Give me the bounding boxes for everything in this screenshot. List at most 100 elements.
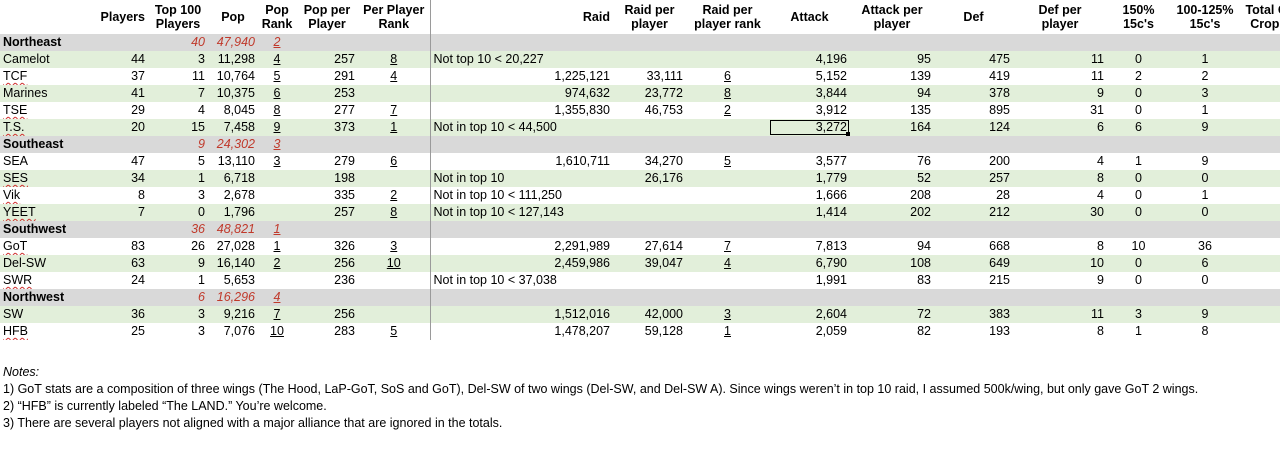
players-cell[interactable]: 44 <box>92 51 148 68</box>
per-player-rank-cell[interactable]: 4 <box>358 68 431 85</box>
c100-cell[interactable]: 9 <box>1170 119 1240 136</box>
raid-per-player-rank-cell[interactable] <box>686 187 769 204</box>
pop-cell[interactable]: 9,216 <box>208 306 258 323</box>
total-good-cell[interactable]: 1 <box>1240 51 1280 68</box>
pop-rank-cell[interactable]: 7 <box>258 306 296 323</box>
region-empty-cell[interactable] <box>769 136 850 153</box>
pop-rank-cell[interactable]: 10 <box>270 324 284 338</box>
pop-rank-cell[interactable] <box>258 187 296 204</box>
c150-cell[interactable]: 0 <box>1107 204 1170 221</box>
pop-rank-cell[interactable] <box>258 272 296 289</box>
attack-cell[interactable]: 3,577 <box>815 154 847 168</box>
players-cell[interactable]: 83 <box>131 239 145 253</box>
attack-cell[interactable]: 1,666 <box>815 188 847 202</box>
raid-cell[interactable]: 1,512,016 <box>430 306 613 323</box>
region-empty-cell[interactable] <box>430 34 613 51</box>
players-cell[interactable]: 63 <box>92 255 148 272</box>
attack-cell[interactable]: 1,779 <box>769 170 850 187</box>
pop-rank-cell[interactable]: 5 <box>273 69 281 83</box>
header-raid-per-player[interactable]: Raid per player <box>613 0 686 34</box>
c100-cell[interactable]: 1 <box>1201 188 1209 202</box>
raid-per-player-cell[interactable] <box>613 187 686 204</box>
region-total-good-cell[interactable]: 24 <box>1240 34 1280 51</box>
total-good-cell[interactable]: 0 <box>1240 170 1280 187</box>
c150-cell[interactable]: 2 <box>1135 69 1142 83</box>
c100-cell[interactable]: 9 <box>1170 306 1240 323</box>
region-pop-cell[interactable]: 16,296 <box>208 289 258 306</box>
raid-per-player-cell[interactable]: 27,614 <box>644 239 683 253</box>
raid-per-player-rank-cell[interactable]: 7 <box>724 239 731 253</box>
pop-per-player-cell[interactable]: 279 <box>334 154 355 168</box>
header-pop-rank[interactable]: Pop Rank <box>258 0 296 34</box>
players-cell[interactable]: 7 <box>92 204 148 221</box>
attack-per-player-cell[interactable]: 95 <box>850 51 934 68</box>
c150-cell[interactable]: 10 <box>1131 239 1146 253</box>
raid-per-player-rank-cell[interactable]: 6 <box>724 69 731 83</box>
c150-cell[interactable]: 0 <box>1107 51 1170 68</box>
def-per-player-cell[interactable]: 8 <box>1097 239 1104 253</box>
raid-per-player-cell[interactable] <box>613 204 686 221</box>
c150-cell[interactable]: 0 <box>1107 85 1170 102</box>
top100-cell[interactable]: 9 <box>148 255 208 272</box>
attack-cell[interactable]: 1,414 <box>769 204 850 221</box>
region-empty-cell[interactable] <box>1170 289 1240 306</box>
attack-per-player-cell[interactable]: 83 <box>917 273 931 287</box>
alliance-name-cell[interactable]: Marines <box>0 85 92 102</box>
pop-cell[interactable]: 5,653 <box>223 273 255 287</box>
total-good-cell[interactable]: 0 <box>1240 272 1280 289</box>
raid-per-player-rank-cell[interactable]: 5 <box>724 154 731 168</box>
def-cell[interactable]: 215 <box>989 273 1010 287</box>
attack-cell[interactable]: 3,272 <box>769 119 850 136</box>
region-per-player-rank-cell[interactable] <box>358 34 431 51</box>
header-top100[interactable]: Top 100 Players <box>148 0 208 34</box>
pop-per-player-cell[interactable]: 198 <box>296 170 358 187</box>
pop-rank-cell[interactable]: 9 <box>258 119 296 136</box>
total-good-cell[interactable]: 15 <box>1240 119 1280 136</box>
attack-cell[interactable]: 3,844 <box>769 85 850 102</box>
top100-cell[interactable]: 4 <box>198 103 205 117</box>
c100-cell[interactable]: 8 <box>1201 324 1209 338</box>
region-empty-cell[interactable] <box>1170 34 1240 51</box>
players-cell[interactable]: 25 <box>131 324 145 338</box>
raid-per-player-cell[interactable]: 39,047 <box>613 255 686 272</box>
total-good-cell[interactable]: 0 <box>1240 204 1280 221</box>
alliance-name-cell[interactable]: Vik <box>0 187 92 204</box>
region-empty-cell[interactable] <box>769 34 850 51</box>
region-empty-cell[interactable] <box>1013 289 1107 306</box>
region-empty-cell[interactable] <box>934 221 1013 238</box>
c150-cell[interactable]: 6 <box>1107 119 1170 136</box>
players-cell[interactable]: 20 <box>92 119 148 136</box>
region-empty-cell[interactable] <box>1107 221 1170 238</box>
per-player-rank-cell[interactable] <box>358 306 431 323</box>
attack-per-player-cell[interactable]: 135 <box>910 103 931 117</box>
def-per-player-cell[interactable]: 9 <box>1013 85 1107 102</box>
region-empty-cell[interactable] <box>1170 136 1240 153</box>
raid-per-player-rank-cell[interactable]: 4 <box>686 255 769 272</box>
per-player-rank-cell[interactable]: 7 <box>358 102 431 119</box>
top100-cell[interactable]: 1 <box>148 170 208 187</box>
players-cell[interactable]: 34 <box>92 170 148 187</box>
def-per-player-cell[interactable]: 8 <box>1097 324 1104 338</box>
header-def-per-player[interactable]: Def per player <box>1013 0 1107 34</box>
region-per-player-rank-cell[interactable] <box>358 221 431 238</box>
pop-cell[interactable]: 1,796 <box>208 204 258 221</box>
total-good-cell[interactable]: 3 <box>1240 85 1280 102</box>
pop-rank-cell[interactable]: 8 <box>273 103 281 117</box>
top100-cell[interactable]: 3 <box>198 324 205 338</box>
c150-cell[interactable]: 0 <box>1135 103 1142 117</box>
region-empty-cell[interactable] <box>850 34 934 51</box>
header-raid[interactable]: Raid <box>582 10 610 24</box>
c150-cell[interactable]: 0 <box>1135 188 1142 202</box>
alliance-name-cell[interactable]: GoT <box>0 238 92 255</box>
region-name-cell[interactable]: Southeast <box>0 136 92 153</box>
raid-per-player-rank-cell[interactable] <box>686 272 769 289</box>
pop-per-player-cell[interactable]: 253 <box>296 85 358 102</box>
attack-per-player-cell[interactable]: 208 <box>910 188 931 202</box>
def-per-player-cell[interactable]: 30 <box>1013 204 1107 221</box>
per-player-rank-cell[interactable]: 3 <box>358 238 431 255</box>
raid-cell[interactable]: Not top 10 < 20,227 <box>430 51 613 68</box>
per-player-rank-cell[interactable]: 1 <box>358 119 431 136</box>
region-empty-cell[interactable] <box>613 34 686 51</box>
def-cell[interactable]: 257 <box>934 170 1013 187</box>
raid-per-player-rank-cell[interactable]: 8 <box>686 85 769 102</box>
